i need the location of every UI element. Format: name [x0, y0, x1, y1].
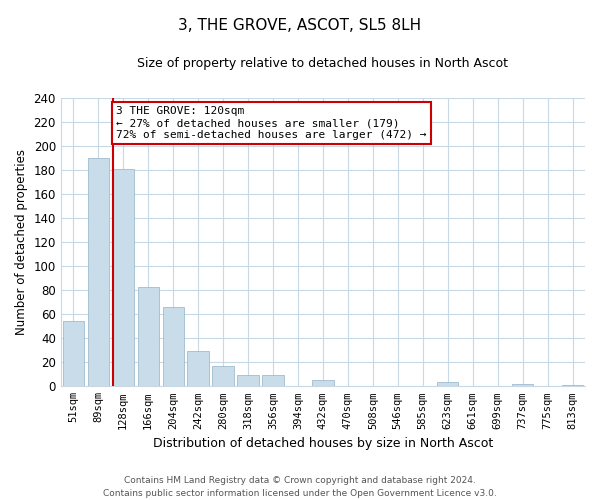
Bar [262, 376, 284, 386]
Bar [163, 307, 184, 386]
Bar [437, 382, 458, 386]
Bar [88, 158, 109, 386]
X-axis label: Distribution of detached houses by size in North Ascot: Distribution of detached houses by size … [153, 437, 493, 450]
Bar [187, 352, 209, 386]
Text: Contains HM Land Registry data © Crown copyright and database right 2024.
Contai: Contains HM Land Registry data © Crown c… [103, 476, 497, 498]
Bar [562, 385, 583, 386]
Bar [238, 376, 259, 386]
Bar [512, 384, 533, 386]
Title: Size of property relative to detached houses in North Ascot: Size of property relative to detached ho… [137, 58, 508, 70]
Bar [312, 380, 334, 386]
Bar [62, 322, 84, 386]
Bar [113, 169, 134, 386]
Text: 3, THE GROVE, ASCOT, SL5 8LH: 3, THE GROVE, ASCOT, SL5 8LH [178, 18, 422, 32]
Bar [137, 286, 159, 386]
Y-axis label: Number of detached properties: Number of detached properties [15, 149, 28, 335]
Bar [212, 366, 233, 386]
Text: 3 THE GROVE: 120sqm
← 27% of detached houses are smaller (179)
72% of semi-detac: 3 THE GROVE: 120sqm ← 27% of detached ho… [116, 106, 427, 140]
